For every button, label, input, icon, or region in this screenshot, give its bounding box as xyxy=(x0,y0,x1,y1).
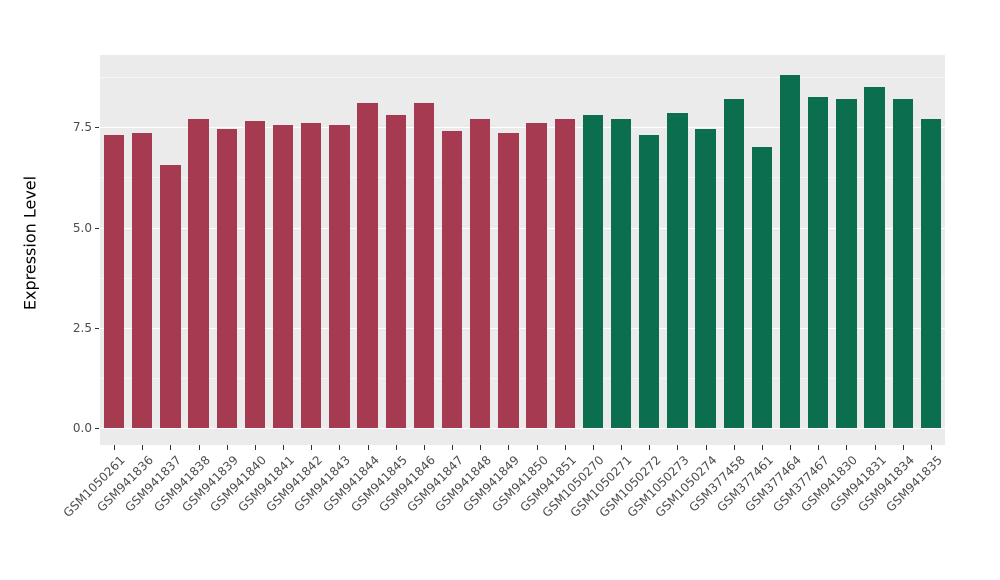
y-tick-label: 5.0 xyxy=(72,220,92,235)
x-tick-mark xyxy=(677,445,679,450)
x-tick-mark xyxy=(705,445,707,450)
gridline-major xyxy=(100,327,945,329)
bar-GSM941843 xyxy=(329,125,350,428)
x-tick-mark xyxy=(170,445,172,450)
x-tick-mark xyxy=(818,445,820,450)
bar-GSM941845 xyxy=(385,115,406,428)
bar-GSM941842 xyxy=(301,123,322,428)
y-tick-mark xyxy=(95,428,99,429)
x-tick-mark xyxy=(423,445,425,450)
bar-GSM941830 xyxy=(836,99,857,428)
x-tick-mark xyxy=(198,445,200,450)
x-tick-mark xyxy=(367,445,369,450)
x-tick-mark xyxy=(114,445,116,450)
bar-GSM941831 xyxy=(864,87,885,428)
x-tick-mark xyxy=(339,445,341,450)
x-tick-mark xyxy=(480,445,482,450)
gridline-minor xyxy=(100,77,945,79)
y-tick-label: 0.0 xyxy=(72,421,92,435)
bar-GSM941835 xyxy=(920,119,942,428)
gridline-minor xyxy=(100,377,945,379)
bar-GSM1050271 xyxy=(610,119,632,428)
bar-GSM941846 xyxy=(413,103,435,428)
gridline-major xyxy=(100,127,945,129)
x-tick-mark xyxy=(254,445,256,450)
y-tick-label: 2.5 xyxy=(72,320,92,335)
gridline-major xyxy=(100,227,945,229)
bar-GSM377461 xyxy=(751,147,773,428)
x-tick-mark xyxy=(226,445,228,450)
x-tick-mark xyxy=(283,445,285,450)
bar-GSM377464 xyxy=(779,75,801,428)
bar-GSM1050273 xyxy=(667,113,688,428)
x-tick-mark xyxy=(395,445,397,450)
bar-GSM941834 xyxy=(892,99,913,428)
bar-GSM941840 xyxy=(244,121,266,428)
bar-GSM941848 xyxy=(470,119,491,428)
bar-GSM1050270 xyxy=(582,115,604,428)
bar-GSM941851 xyxy=(554,119,575,428)
x-tick-mark xyxy=(733,445,735,450)
y-tick-label: 7.5 xyxy=(72,120,92,135)
gridline-major xyxy=(100,428,945,429)
x-tick-mark xyxy=(649,445,651,450)
bar-GSM941836 xyxy=(132,133,153,428)
x-tick-mark xyxy=(930,445,932,450)
x-tick-mark xyxy=(790,445,792,450)
bar-GSM941850 xyxy=(526,123,547,428)
bar-GSM941844 xyxy=(357,103,378,428)
gridline-minor xyxy=(100,177,945,179)
bar-GSM941847 xyxy=(441,131,463,428)
bar-GSM1050272 xyxy=(639,135,660,428)
bar-GSM941839 xyxy=(216,129,237,428)
x-tick-mark xyxy=(564,445,566,450)
x-tick-mark xyxy=(621,445,623,450)
bar-GSM941838 xyxy=(188,119,209,428)
bar-GSM377467 xyxy=(808,97,829,428)
bar-GSM1050261 xyxy=(103,135,125,428)
x-tick-mark xyxy=(902,445,904,450)
x-tick-mark xyxy=(452,445,454,450)
y-tick-mark xyxy=(95,327,99,329)
x-tick-mark xyxy=(536,445,538,450)
y-axis-title: Expression Level xyxy=(20,175,40,311)
bar-GSM377458 xyxy=(723,99,744,428)
x-tick-mark xyxy=(874,445,876,450)
x-tick-mark xyxy=(761,445,763,450)
x-tick-mark xyxy=(846,445,848,450)
y-tick-mark xyxy=(95,227,99,229)
bar-GSM941841 xyxy=(272,125,294,428)
x-tick-mark xyxy=(311,445,313,450)
gridline-minor xyxy=(100,277,945,279)
x-tick-mark xyxy=(592,445,594,450)
x-tick-mark xyxy=(142,445,144,450)
plot-panel xyxy=(100,55,945,445)
bar-GSM1050274 xyxy=(695,129,716,428)
x-tick-mark xyxy=(508,445,510,450)
bar-GSM941849 xyxy=(498,133,519,428)
y-tick-mark xyxy=(95,127,99,129)
bar-GSM941837 xyxy=(160,165,181,428)
